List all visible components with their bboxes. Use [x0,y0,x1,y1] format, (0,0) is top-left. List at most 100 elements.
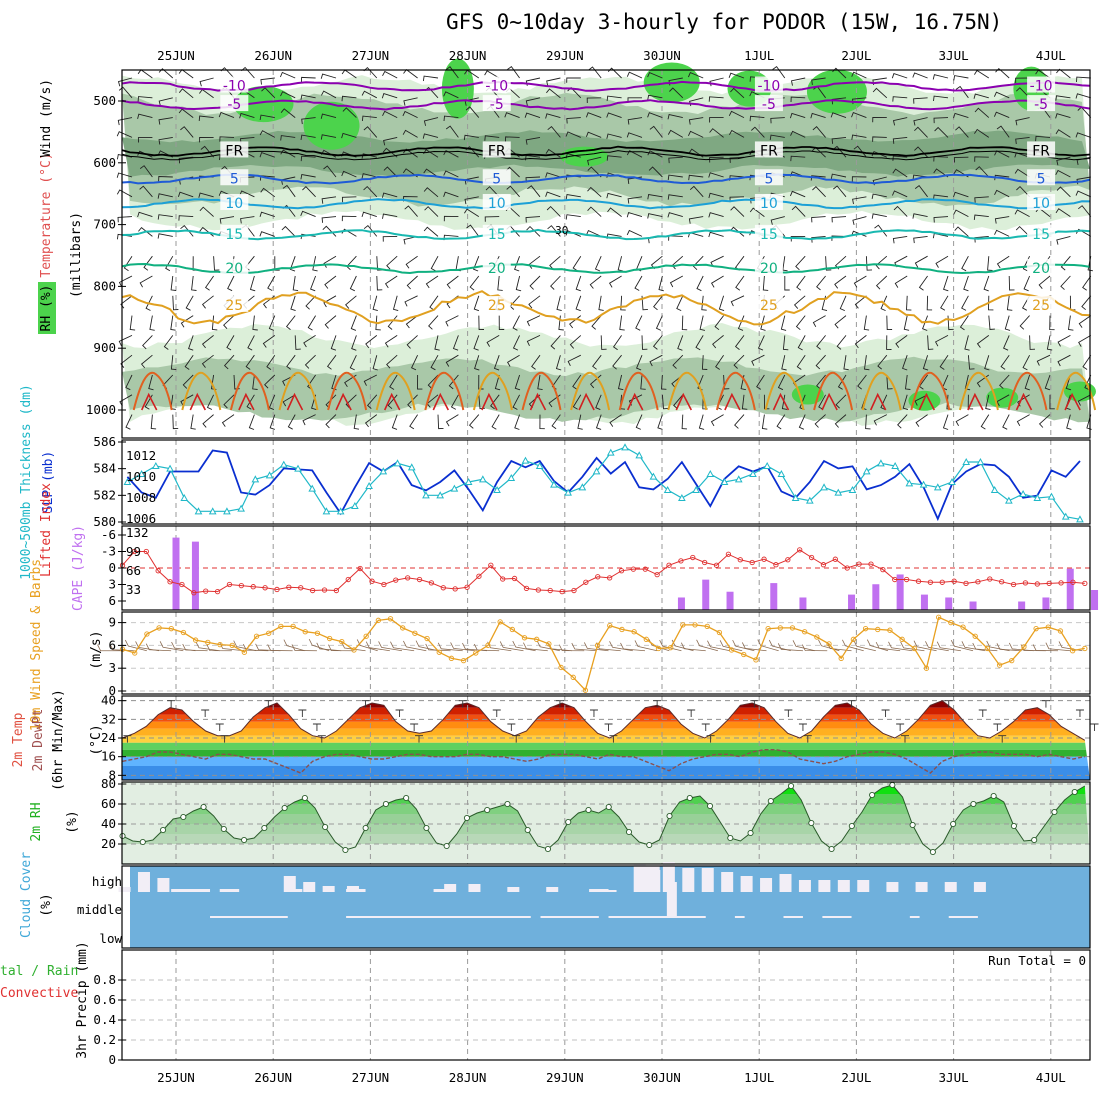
upper-wind-barb [985,394,991,411]
wind-speed-point [643,636,649,642]
thickness-point [805,496,814,504]
upper-wind-barb [529,275,541,290]
upper-wind-barb [443,115,459,122]
upper-wind-barb [812,315,826,328]
minmax-marker [201,709,210,717]
surface-wind-barb [415,640,439,652]
lifted-index-point [428,580,435,586]
upper-wind-barb [118,275,133,288]
upper-wind-barb [886,315,893,331]
upper-wind-barb [264,374,276,389]
upper-wind-barb [681,414,688,430]
upper-wind-barb [913,235,928,244]
upper-wind-barb [914,126,928,138]
isotherm-label: 10 [1032,196,1050,212]
wind-speed-point [972,633,978,639]
lifted-index-point [131,548,138,555]
upper-wind-barb [795,315,806,331]
upper-wind-barb [993,91,1010,99]
upper-wind-barb [116,153,133,160]
upper-wind-barb [594,256,602,272]
upper-wind-barb [933,168,949,178]
date-label-bottom: 30JUN [643,1070,681,1085]
upper-wind-barb [647,72,663,79]
upper-wind-barb [437,414,444,430]
thickness-point [137,469,146,477]
cloud-high-bar [137,872,150,892]
minmax-marker [978,709,987,717]
surface-wind-barb [316,642,342,652]
rh-point [241,836,248,844]
thickness-point [223,507,231,515]
cape-axis-label: CAPE (J/kg) [71,525,86,611]
wind-speed-point [631,629,637,635]
upper-wind-barb [585,112,602,119]
upper-wind-barb [443,215,459,222]
rh-tick-label: 40 [101,816,116,831]
upper-wind-barb [953,112,969,119]
date-label-top: 4JUL [1036,48,1066,63]
lifted-index-point [1082,580,1088,587]
thickness-point [1033,493,1042,501]
wind-speed-point [984,645,991,652]
upper-wind-barb [913,97,928,104]
upper-wind-barb [853,275,867,288]
rh-point [605,803,612,811]
upper-wind-barb [282,394,296,407]
surface-wind-barb [936,641,961,652]
upper-wind-barb [430,255,439,272]
lifted-index-point [571,587,577,594]
upper-air-axis-label: (millibars) [69,212,84,298]
upper-wind-barb [980,414,990,430]
upper-wind-barb [996,255,1010,269]
thickness-point [365,481,373,489]
lifted-index-point [915,578,922,584]
upper-wind-barb [795,255,806,271]
upper-wind-barb [201,335,214,349]
minmax-marker [415,735,423,743]
lifted-index-point [678,558,684,564]
upper-wind-barb [565,214,581,220]
upper-wind-barb [262,335,276,348]
upper-wind-barb [252,315,258,331]
wind-axis-label: 10m Wind Speed & Barbs [29,559,44,731]
wind-speed-point [741,651,747,658]
upper-wind-barb [709,77,724,87]
isotherm-label: 15 [225,227,243,243]
thickness-point [422,491,430,499]
surface-wind-barb [792,640,816,652]
upper-wind-barb [342,107,357,118]
upper-wind-barb [300,134,316,140]
upper-wind-barb [810,175,826,181]
cape-bar [1091,590,1099,610]
upper-wind-barb [550,335,561,350]
cloud-high-bar [283,876,296,892]
surface-isotherm-loop [1056,371,1097,411]
rh-point [220,825,227,833]
slp-tick-label: 1008 [126,490,156,505]
upper-wind-barb [943,275,949,292]
upper-wind-barb [1036,354,1051,366]
pressure-tick-label: 500 [93,93,116,108]
upper-wind-barb [893,205,908,217]
surface-isotherm-35 [821,392,838,411]
upper-wind-barb [446,275,459,289]
upper-wind-barb [218,111,235,119]
surface-wind-barb [583,642,609,652]
upper-wind-barb [1014,209,1030,217]
wind-speed-point [850,636,857,642]
wind-speed-point [996,662,1003,668]
upper-wind-barb [405,315,418,329]
isotherm-label-mask [482,258,511,275]
thickness-point [493,485,501,493]
isotherm-label-mask [1027,258,1056,275]
upper-wind-barb [723,374,730,390]
upper-wind-barb [402,110,418,119]
wind-speed-point [375,617,381,623]
upper-wind-barb [504,112,520,119]
date-label-top: 30JUN [643,48,681,63]
surface-isotherm-35 [1064,392,1081,411]
thickness-point [791,493,800,501]
surface-isotherm-loop [764,371,805,411]
upper-wind-barb [836,335,847,350]
